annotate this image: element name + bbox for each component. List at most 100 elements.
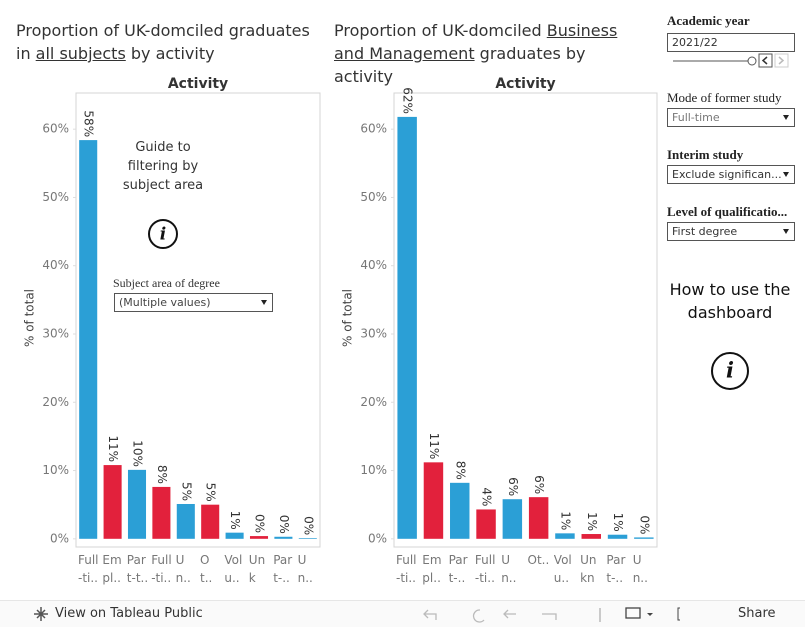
y-tick-label: 60% [360,122,387,136]
next-button[interactable] [774,53,789,68]
chart-title: Proportion of UK-domciled graduates in a… [16,19,321,65]
bar [79,140,98,539]
title-part: Proportion of UK-domciled [334,21,547,40]
value-label: 5% [204,483,218,502]
value-label: 4% [480,487,494,506]
x-tick-label: Part-t.. [126,553,149,585]
dropdown-arrow [783,229,789,234]
y-tick-label: 30% [42,326,69,340]
x-tick-label: Unkno.. [580,553,597,585]
help-text[interactable]: How to use the dashboard [669,280,791,322]
x-tick-label: Un.. [632,553,648,585]
value-label: 1% [585,512,599,531]
plot-frame [75,92,321,548]
chart-title: Proportion of UK-domciled Business and M… [334,19,644,88]
bar [103,465,122,539]
bar [528,497,549,539]
value-label: 11% [106,435,120,462]
y-tick-label: 0% [368,531,387,545]
toolbar-icons [423,607,680,623]
filter-label: Academic year [667,13,750,28]
y-tick-label: 60% [42,122,69,136]
x-tick-label: Part-.. [273,553,293,585]
y-tick-label: 0% [50,531,69,545]
plot-frame [393,92,658,548]
bar [225,532,244,539]
info-glyph: i [160,225,166,245]
tableau-link[interactable]: View on Tableau Public [55,606,203,621]
filter-label: Level of qualificatio... [667,204,788,219]
bar [249,536,269,539]
y-tick-label: 20% [360,395,387,409]
bar [201,504,220,539]
x-tick-label: Full-ti.. [78,553,99,585]
dropdown[interactable]: Exclude significan... [667,165,795,184]
prev-glyph [761,56,768,65]
dropdown[interactable]: First degree [667,222,795,241]
bar [555,533,575,539]
next-glyph [778,56,785,65]
x-tick-label: Volu.. [553,553,572,585]
bar [152,486,171,539]
bar [607,534,628,539]
dropdown[interactable]: Full-time [667,108,795,127]
value-label: 8% [453,461,467,480]
bar [450,482,470,539]
value-label: 0% [253,514,267,533]
x-tick-label: Unkn.. [248,553,266,585]
bar [176,503,195,539]
x-tick-label: Full-ti.. [396,553,417,585]
x-tick-label: Full-ti.. [151,553,172,585]
bar [634,537,654,539]
title-part: graduates by activity [334,44,586,86]
slider-value[interactable]: 2021/22 [667,33,795,52]
slider-thumb[interactable] [747,56,757,66]
chart-header: Activity [168,76,228,92]
bar [476,509,496,539]
y-tick-label: 20% [42,395,69,409]
filter-value: Full-time [672,111,720,124]
x-tick-label: Part-.. [448,553,468,585]
title-part: Business and Management [334,21,618,63]
bar [502,499,523,539]
value-label: 6% [506,477,520,496]
value-label: 10% [131,440,145,467]
filter-label: Mode of former study [667,90,782,105]
info-icon[interactable] [148,219,178,249]
filter-value: Exclude significan... [672,168,782,181]
y-axis-title: % of total [341,289,355,347]
x-tick-label: Ot.. [200,553,213,585]
value-label: 62% [401,87,415,114]
annotation: Guide to filtering by subject area [122,140,204,193]
y-tick-label: 40% [360,258,387,272]
dropdown-value: (Multiple values) [119,296,211,309]
value-label: 1% [228,511,242,530]
dropdown-arrow [783,115,789,120]
y-tick-label: 30% [360,326,387,340]
x-tick-label: Full-ti.. [474,553,496,585]
y-tick-label: 40% [42,258,69,272]
bar [274,536,293,539]
title-part: Proportion of UK-domciled graduates in [16,21,310,63]
dropdown[interactable]: (Multiple values) [114,293,273,312]
info-icon[interactable] [711,352,749,390]
bar [423,462,444,539]
x-tick-label: Volu.. [224,553,243,585]
x-tick-label: Part-.. [606,553,626,585]
y-tick-label: 10% [360,463,387,477]
filter-label: Interim study [667,147,744,162]
x-tick-label: Un.. [175,553,191,585]
title-part: by activity [125,44,215,63]
y-tick-label: 50% [42,190,69,204]
title-part: all subjects [35,44,126,63]
share-button[interactable]: Share [738,606,776,621]
value-label: 58% [82,110,96,137]
prev-button[interactable] [758,53,773,68]
value-label: 5% [179,482,193,501]
chart-header: Activity [495,76,555,92]
toolbar: View on Tableau Public Share [0,600,805,627]
bar [298,538,317,539]
bar [127,469,147,539]
x-tick-label: Empl.. [422,553,442,585]
